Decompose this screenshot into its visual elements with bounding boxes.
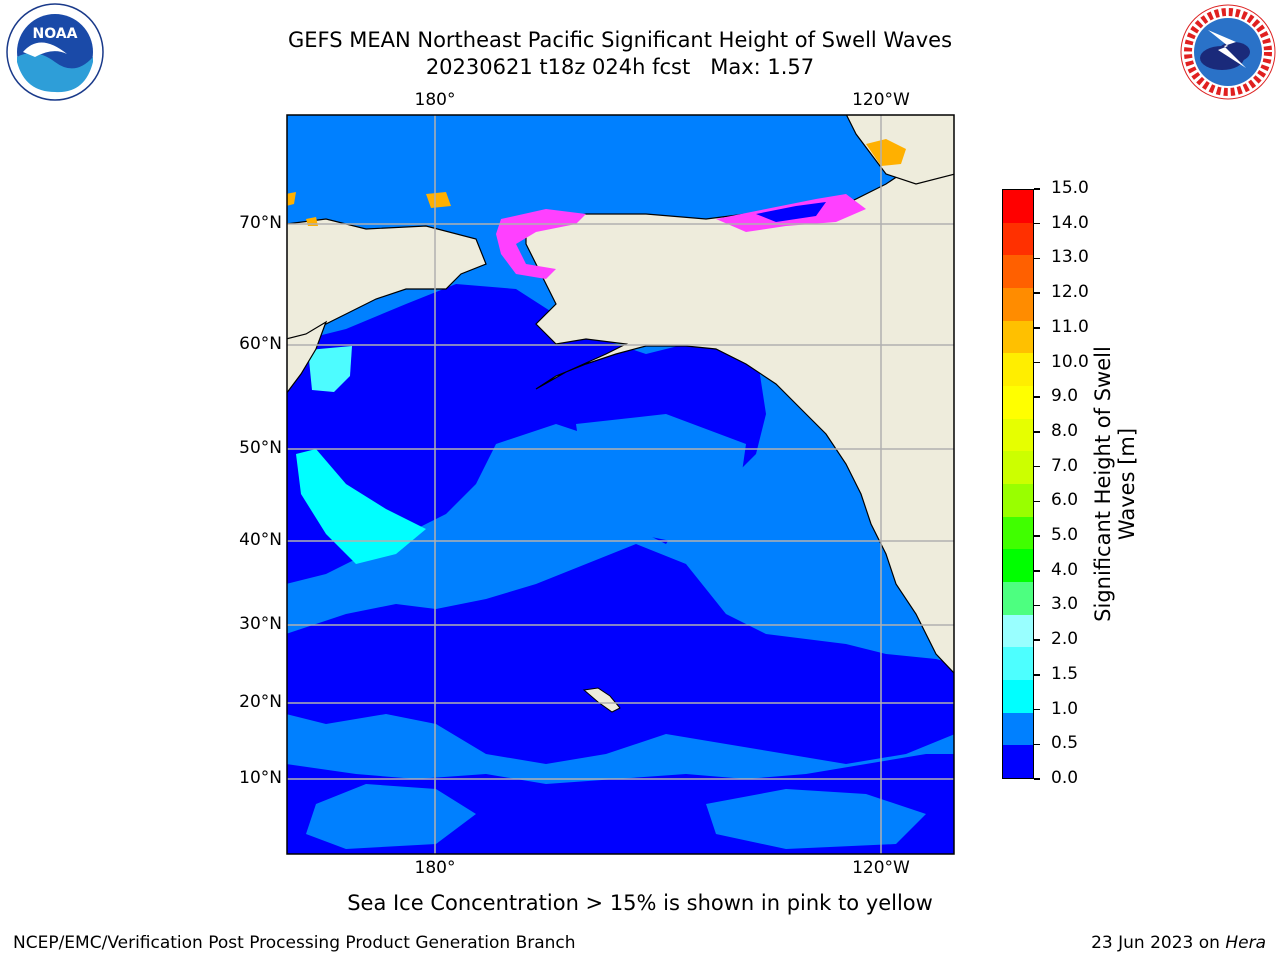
colorbar-tick-mark xyxy=(1034,604,1040,607)
colorbar-tick-mark xyxy=(1034,361,1040,364)
colorbar-tick-mark xyxy=(1034,708,1040,711)
colorbar-tick-mark xyxy=(1034,778,1040,780)
chart-title: GEFS MEAN Northeast Pacific Significant … xyxy=(287,28,953,52)
colorbar-segment xyxy=(1003,483,1033,517)
cyan-swell-region-west xyxy=(296,449,426,564)
sea-ice-arctic-islands xyxy=(866,139,906,166)
colorbar-ticks: 15.0 14.0 13.0 12.0 11.0 10.0 9.0 8.0 7.0 6.0 5.0 4… xyxy=(1034,178,1094,788)
footer-credit: NCEP/EMC/Verification Post Processing Pr… xyxy=(13,933,576,953)
nws-logo-icon xyxy=(1180,4,1276,100)
lat-tick-60n: 60°N xyxy=(239,334,282,354)
colorbar-tick-mark xyxy=(1034,188,1040,190)
colorbar-segment xyxy=(1003,189,1033,223)
colorbar-label: Significant Height of Swell Waves [m] xyxy=(1091,346,1139,622)
colorbar-tick-mark xyxy=(1034,743,1040,746)
colorbar-tick-mark xyxy=(1034,327,1040,329)
colorbar-tick-label: 0.0 xyxy=(1051,768,1079,788)
colorbar-segment xyxy=(1003,418,1033,452)
lon-tick-bottom-180: 180° xyxy=(414,858,456,878)
colorbar-segment xyxy=(1003,255,1033,288)
colorbar-tick-mark xyxy=(1034,500,1040,503)
colorbar-tick-label: 1.0 xyxy=(1051,698,1079,719)
colorbar-tick-mark xyxy=(1034,292,1040,294)
chart-subtitle: 20230621 t18z 024h fcst Max: 1.57 xyxy=(425,55,815,79)
lat-tick-70n: 70°N xyxy=(239,213,282,233)
colorbar-segment xyxy=(1003,385,1033,419)
colorbar-segment xyxy=(1003,222,1033,256)
lon-tick-bottom-120w: 120°W xyxy=(852,858,910,878)
colorbar-tick-mark xyxy=(1034,222,1040,225)
colorbar-segment xyxy=(1003,679,1033,713)
colorbar xyxy=(1002,189,1034,779)
lon-tick-top-180: 180° xyxy=(414,90,456,110)
colorbar-tick-label: 8.0 xyxy=(1051,420,1079,441)
land-kamchatka xyxy=(287,320,328,394)
colorbar-tick-label: 13.0 xyxy=(1051,247,1089,268)
land-hawaii xyxy=(582,687,621,713)
lat-tick-10n: 10°N xyxy=(239,768,282,788)
lon-tick-top-120w: 120°W xyxy=(852,90,910,110)
colorbar-segment xyxy=(1003,549,1033,582)
cyan-swell-region-bering xyxy=(308,346,352,392)
lat-tick-50n: 50°N xyxy=(239,438,282,458)
footer-machine: Hera xyxy=(1225,933,1266,953)
lat-tick-40n: 40°N xyxy=(239,530,282,550)
sea-ice-beaufort-core xyxy=(756,202,826,222)
noaa-logo-icon: NOAA xyxy=(6,3,104,101)
colorbar-segment xyxy=(1003,320,1033,354)
colorbar-segment xyxy=(1003,745,1033,778)
land-north-america xyxy=(525,153,954,674)
colorbar-tick-label: 14.0 xyxy=(1051,212,1089,233)
colorbar-tick-label: 4.0 xyxy=(1051,559,1079,580)
colorbar-tick-mark xyxy=(1034,465,1040,468)
colorbar-tick-mark xyxy=(1034,396,1040,398)
colorbar-tick-mark xyxy=(1034,535,1040,537)
colorbar-tick-label: 3.0 xyxy=(1051,594,1079,615)
map-panel xyxy=(286,114,955,855)
colorbar-tick-label: 2.0 xyxy=(1051,629,1079,650)
colorbar-tick-label: 11.0 xyxy=(1051,316,1089,337)
colorbar-tick-mark xyxy=(1034,570,1040,572)
colorbar-tick-label: 12.0 xyxy=(1051,282,1089,303)
colorbar-segment xyxy=(1003,614,1033,648)
mid-swell-patch-se xyxy=(706,789,926,849)
colorbar-tick-mark xyxy=(1034,674,1040,676)
low-swell-region-band xyxy=(287,544,954,764)
sea-ice-chukchi xyxy=(496,209,586,279)
colorbar-tick-mark xyxy=(1034,257,1040,260)
colorbar-segment xyxy=(1003,647,1033,680)
colorbar-tick-label: 7.0 xyxy=(1051,455,1079,476)
lat-tick-30n: 30°N xyxy=(239,614,282,634)
mid-swell-patch-south xyxy=(306,784,476,849)
colorbar-segment xyxy=(1003,287,1033,321)
colorbar-segment xyxy=(1003,353,1033,386)
graticule xyxy=(287,115,954,854)
map-frame xyxy=(286,114,955,855)
mid-swell-patch-gulf xyxy=(576,414,746,544)
colorbar-tick-label: 10.0 xyxy=(1051,351,1089,372)
colorbar-segment xyxy=(1003,581,1033,615)
colorbar-tick-label: 0.5 xyxy=(1051,733,1079,754)
footer-date: 23 Jun 2023 on Hera xyxy=(1091,933,1266,953)
colorbar-tick-label: 1.5 xyxy=(1051,663,1079,684)
colorbar-tick-mark xyxy=(1034,639,1040,641)
footer-date-text: 23 Jun 2023 on xyxy=(1091,933,1226,953)
colorbar-segment xyxy=(1003,451,1033,484)
colorbar-segment xyxy=(1003,712,1033,746)
colorbar-segment xyxy=(1003,516,1033,550)
lat-tick-20n: 20°N xyxy=(239,692,282,712)
colorbar-tick-label: 9.0 xyxy=(1051,386,1079,407)
sea-ice-caption: Sea Ice Concentration > 15% is shown in … xyxy=(347,891,933,915)
colorbar-tick-label: 15.0 xyxy=(1051,178,1089,198)
colorbar-tick-label: 6.0 xyxy=(1051,490,1079,511)
colorbar-tick-mark xyxy=(1034,431,1040,433)
noaa-logo-text: NOAA xyxy=(33,26,78,42)
colorbar-tick-label: 5.0 xyxy=(1051,525,1079,546)
